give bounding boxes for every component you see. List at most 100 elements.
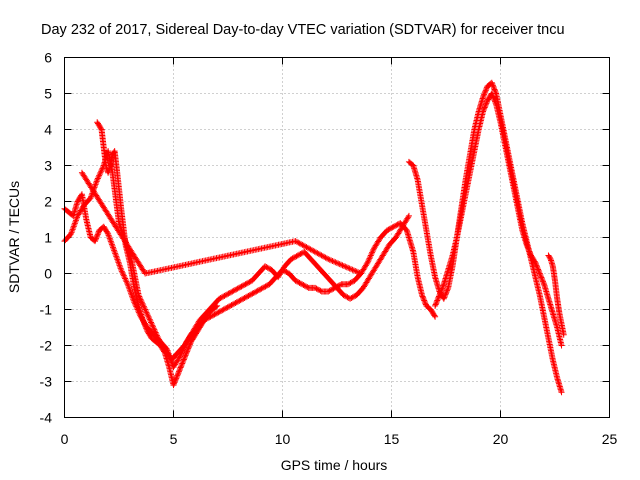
data-point [244, 293, 251, 300]
y-tick-label: -3 [40, 374, 53, 390]
data-point [236, 297, 243, 304]
data-point [482, 101, 489, 108]
data-point [148, 319, 155, 326]
data-point [122, 276, 129, 283]
data-point [327, 287, 334, 294]
data-point [142, 306, 149, 313]
data-point [421, 297, 428, 304]
x-tick-label: 10 [275, 431, 291, 447]
data-point [480, 92, 487, 99]
data-point [482, 103, 489, 110]
data-point [150, 325, 157, 332]
data-point [265, 265, 272, 272]
data-point [296, 251, 303, 258]
data-point [437, 289, 444, 296]
y-tick-label: 5 [44, 86, 52, 102]
data-point [138, 297, 145, 304]
data-point [233, 286, 240, 293]
data-point [250, 289, 257, 296]
y-tick-label: 6 [44, 50, 52, 66]
data-point [537, 273, 544, 280]
data-point [325, 288, 332, 295]
data-point [96, 171, 103, 178]
data-point [481, 104, 488, 111]
data-point [228, 302, 235, 309]
data-point [263, 282, 270, 289]
data-point [290, 254, 297, 261]
data-point [185, 345, 192, 352]
data-point [540, 278, 547, 285]
data-point [93, 234, 100, 241]
data-point [92, 236, 99, 243]
data-point [329, 257, 336, 264]
data-point [97, 169, 104, 176]
data-point [390, 223, 397, 230]
data-point [258, 285, 265, 292]
data-point [439, 285, 446, 292]
data-point [524, 243, 531, 250]
data-point [245, 292, 252, 299]
data-point [139, 300, 146, 307]
data-point [239, 282, 246, 289]
data-point [120, 271, 127, 278]
data-point [346, 265, 353, 272]
data-point [222, 292, 229, 299]
data-point [438, 286, 445, 293]
y-tick-label: 1 [44, 230, 52, 246]
data-point [229, 288, 236, 295]
data-point [438, 288, 445, 295]
data-point [93, 235, 100, 242]
data-point [350, 267, 357, 274]
data-point [532, 261, 539, 268]
data-point [246, 279, 253, 286]
data-point [178, 361, 185, 368]
data-point [343, 293, 350, 300]
data-point [243, 280, 250, 287]
data-point [242, 281, 249, 288]
data-point [262, 283, 269, 290]
data-point [237, 284, 244, 291]
data-point [214, 310, 221, 317]
data-point [444, 286, 451, 293]
data-points [61, 79, 567, 396]
data-point [184, 347, 191, 353]
data-point [178, 350, 185, 357]
data-point [483, 86, 490, 92]
data-point [488, 79, 495, 86]
data-point [492, 89, 499, 96]
data-point [421, 298, 428, 305]
data-point [313, 285, 320, 292]
data-point [481, 105, 488, 112]
data-point [436, 292, 443, 299]
data-point [524, 244, 531, 251]
data-point [161, 348, 168, 355]
data-point [346, 280, 353, 287]
data-point [232, 300, 239, 307]
data-point [349, 266, 356, 273]
plot-frame [64, 57, 610, 418]
data-point [419, 293, 426, 300]
data-point [150, 323, 157, 330]
data-point [219, 307, 226, 314]
data-point [293, 278, 300, 285]
data-point [292, 277, 299, 284]
data-point [356, 269, 363, 276]
data-point [525, 245, 532, 252]
data-point [171, 379, 178, 386]
data-point [533, 262, 540, 269]
data-point [440, 282, 447, 289]
data-point [259, 284, 266, 291]
data-point [525, 247, 532, 254]
data-point [120, 272, 127, 279]
data-point [145, 313, 152, 320]
data-point [317, 287, 324, 294]
data-point [335, 260, 342, 267]
data-point [314, 286, 321, 293]
data-point [326, 287, 333, 294]
y-tick-label: 2 [44, 194, 52, 210]
data-point [139, 317, 146, 324]
data-point [488, 90, 495, 97]
data-point [180, 356, 187, 363]
data-point [490, 85, 497, 92]
